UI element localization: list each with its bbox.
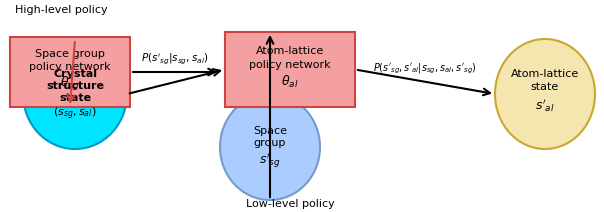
Ellipse shape [495, 39, 595, 149]
Text: Space group: Space group [35, 49, 105, 59]
Text: Atom-lattice: Atom-lattice [511, 69, 579, 79]
Text: High-level policy: High-level policy [15, 5, 108, 15]
Ellipse shape [220, 94, 320, 200]
Text: structure: structure [46, 81, 104, 91]
Text: Space: Space [253, 126, 287, 136]
Text: policy network: policy network [29, 62, 111, 72]
Text: $s'_{al}$: $s'_{al}$ [535, 98, 555, 114]
Text: Atom-lattice: Atom-lattice [256, 46, 324, 57]
Text: state: state [531, 82, 559, 92]
Text: policy network: policy network [249, 60, 331, 70]
Text: Crystal: Crystal [53, 69, 97, 79]
Text: $(s_{sg}, s_{al})$: $(s_{sg}, s_{al})$ [53, 106, 97, 122]
Ellipse shape [23, 39, 127, 149]
Text: $P(s'_{sg}, s'_{al}|s_{sg}, s_{al}, s'_{sg})$: $P(s'_{sg}, s'_{al}|s_{sg}, s_{al}, s'_{… [373, 61, 477, 76]
Text: $\theta_{al}$: $\theta_{al}$ [281, 73, 299, 89]
Text: $P(s'_{sg}|s_{sg}, s_{al})$: $P(s'_{sg}|s_{sg}, s_{al})$ [141, 51, 209, 66]
Text: state: state [59, 93, 91, 103]
FancyBboxPatch shape [225, 32, 355, 107]
FancyBboxPatch shape [10, 37, 130, 107]
Text: group: group [254, 138, 286, 148]
Text: Low-level policy: Low-level policy [246, 199, 335, 209]
Text: $s'_{sg}$: $s'_{sg}$ [259, 152, 281, 170]
Text: $\theta_{sg}$: $\theta_{sg}$ [60, 75, 80, 93]
